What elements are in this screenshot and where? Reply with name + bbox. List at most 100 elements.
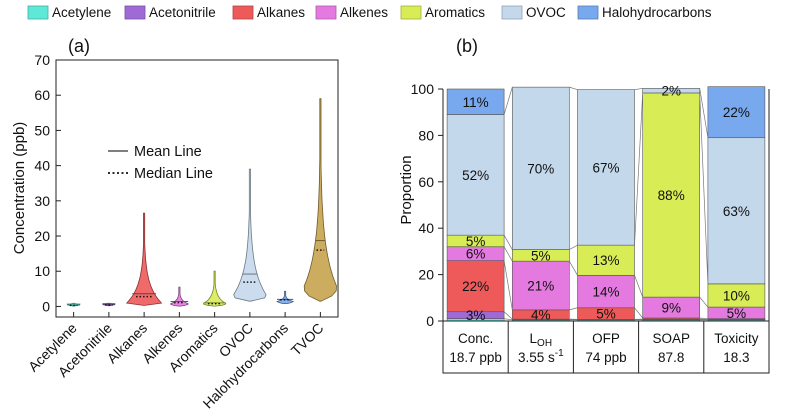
violin-halohydrocarbons [275,290,295,304]
panel-b-y-tick-label: 40 [418,220,434,236]
bar-segment-alkenes-l [511,260,570,311]
bar-segment-alkenes-ofp [577,274,635,309]
panel-b-category-label: Toxicity [714,331,759,346]
panel-b-category-table [442,320,770,374]
bar-data-label: 14% [592,285,619,300]
bar-connector-line [699,92,709,284]
bar-data-label: 13% [592,253,619,268]
panel-b-category-value: 87.8 [658,350,684,365]
bar-connector-line [634,275,644,298]
bar-connector-line [503,260,513,310]
violin-ovoc [233,168,267,302]
bar-data-label: 10% [723,288,750,303]
panel-a-y-tick-label: 0 [42,298,50,314]
bar-data-label: 5% [531,248,551,263]
bar-connector-line [569,307,578,311]
panel-b-y-tick-label: 0 [426,313,434,329]
bar-segment-ovoc-soap [642,88,701,94]
panel-b-y-tick-label: 80 [418,127,434,143]
legend-swatch-halohydrocarbons [577,5,599,20]
bar-segment-halohydrocarbons-toxicity [707,86,766,139]
panel-a-y-axis-label: Concentration (ppb) [11,122,28,255]
bar-data-label: 3% [466,308,486,323]
bar-data-label: 5% [727,306,747,321]
legend-label-alkenes: Alkenes [340,5,388,20]
bar-segment-ovoc-ofp [577,89,635,246]
bar-connector-line [503,234,513,250]
bar-data-label: 5% [466,234,486,249]
panel-a-tag: (a) [68,36,90,56]
violin-tvoc [303,98,337,302]
bar-segment-ovoc-l [511,86,570,250]
panel-a-x-tick-label-tvoc: TVOC [288,320,327,359]
bar-data-label: 11% [463,95,489,110]
bar-connector-line [568,260,578,276]
category-superscript: -1 [555,348,564,359]
legend-label-aromatics: Aromatics [425,5,485,20]
panel-b-category-label: LOH [530,331,553,349]
legend-label-acetylene: Acetylene [52,5,111,20]
bar-connector-line [634,92,644,246]
panel-b-y-tick-label: 20 [418,267,434,283]
violin-alkanes [125,212,163,306]
bar-connector-line [503,311,513,320]
panel-a-y-tick-label: 70 [34,52,50,68]
bar-data-label: 5% [596,307,616,322]
panel-a-plot-frame [55,59,339,318]
mean-line-legend-label: Mean Line [134,144,202,160]
panel-a-y-tick-label: 50 [34,122,50,138]
panel-b-category-value: 3.55 s-1 [518,348,564,365]
panel-a-violin-chart: (a) Concentration (ppb) 010203040506070 … [11,36,339,411]
category-subscript: OH [537,338,552,349]
legend-swatch-alkanes [232,5,254,20]
legend-swatch-alkenes [315,5,337,20]
bar-connector-line [569,244,578,250]
bar-segment-ovoc-conc [446,114,505,236]
bar-data-label: 6% [466,247,486,262]
bar-connector-line [569,86,578,91]
bar-segment-halohydrocarbons-conc [446,88,505,115]
panel-b-category-value: 18.7 ppb [449,350,502,365]
panel-b-y-tick-label: 100 [411,81,435,97]
panel-b-y-tick-label: 60 [418,174,434,190]
bar-connector-line [634,307,643,319]
panel-a-y-tick-label: 30 [34,193,50,209]
panel-b-category-value: 18.3 [723,350,749,365]
legend-label-halohydrocarbons: Halohydrocarbons [602,5,712,20]
bar-data-label: 21% [527,279,554,294]
bar-data-label: 88% [658,188,685,203]
bar-data-label: 4% [531,308,551,323]
bar-connector-line [699,317,708,320]
panel-a-y-tick-label: 40 [34,158,50,174]
median-line-legend-label: Median Line [134,166,213,182]
panel-a-y-tick-label: 20 [34,228,50,244]
panel-b-category-value: 74 ppb [585,350,626,365]
bar-segment-alkanes-conc [446,260,505,313]
violin-alkenes [170,286,189,307]
bar-data-label: 9% [661,301,681,316]
legend-swatch-ovoc [501,5,523,20]
legend-label-alkanes: Alkanes [257,5,305,20]
bar-data-label: 52% [462,168,489,183]
panel-a-y-tick-label: 60 [34,87,50,103]
panel-a-y-tick-label: 10 [34,263,50,279]
panel-b-category-label: Conc. [458,331,493,346]
bar-connector-line [503,87,513,115]
violin-aromatics [202,270,227,307]
legend-label-ovoc: OVOC [526,5,566,20]
panel-b-category-label: SOAP [652,331,690,346]
bar-segment-ovoc-toxicity [707,137,766,285]
bar-connector-line [699,88,709,138]
bar-connector-line [634,87,643,91]
legend: Acetylene Acetonitrile Alkanes Alkenes Aroma… [27,5,712,20]
panel-b-tag: (b) [456,36,478,56]
bar-connector-line [504,318,513,321]
legend-label-acetonitrile: Acetonitrile [149,5,216,20]
bar-connector-line [699,296,709,308]
legend-swatch-aromatics [400,5,422,20]
bar-data-label: 2% [661,84,681,99]
bar-segment-aromatics-soap [642,92,701,298]
bar-data-label: 63% [723,204,750,219]
